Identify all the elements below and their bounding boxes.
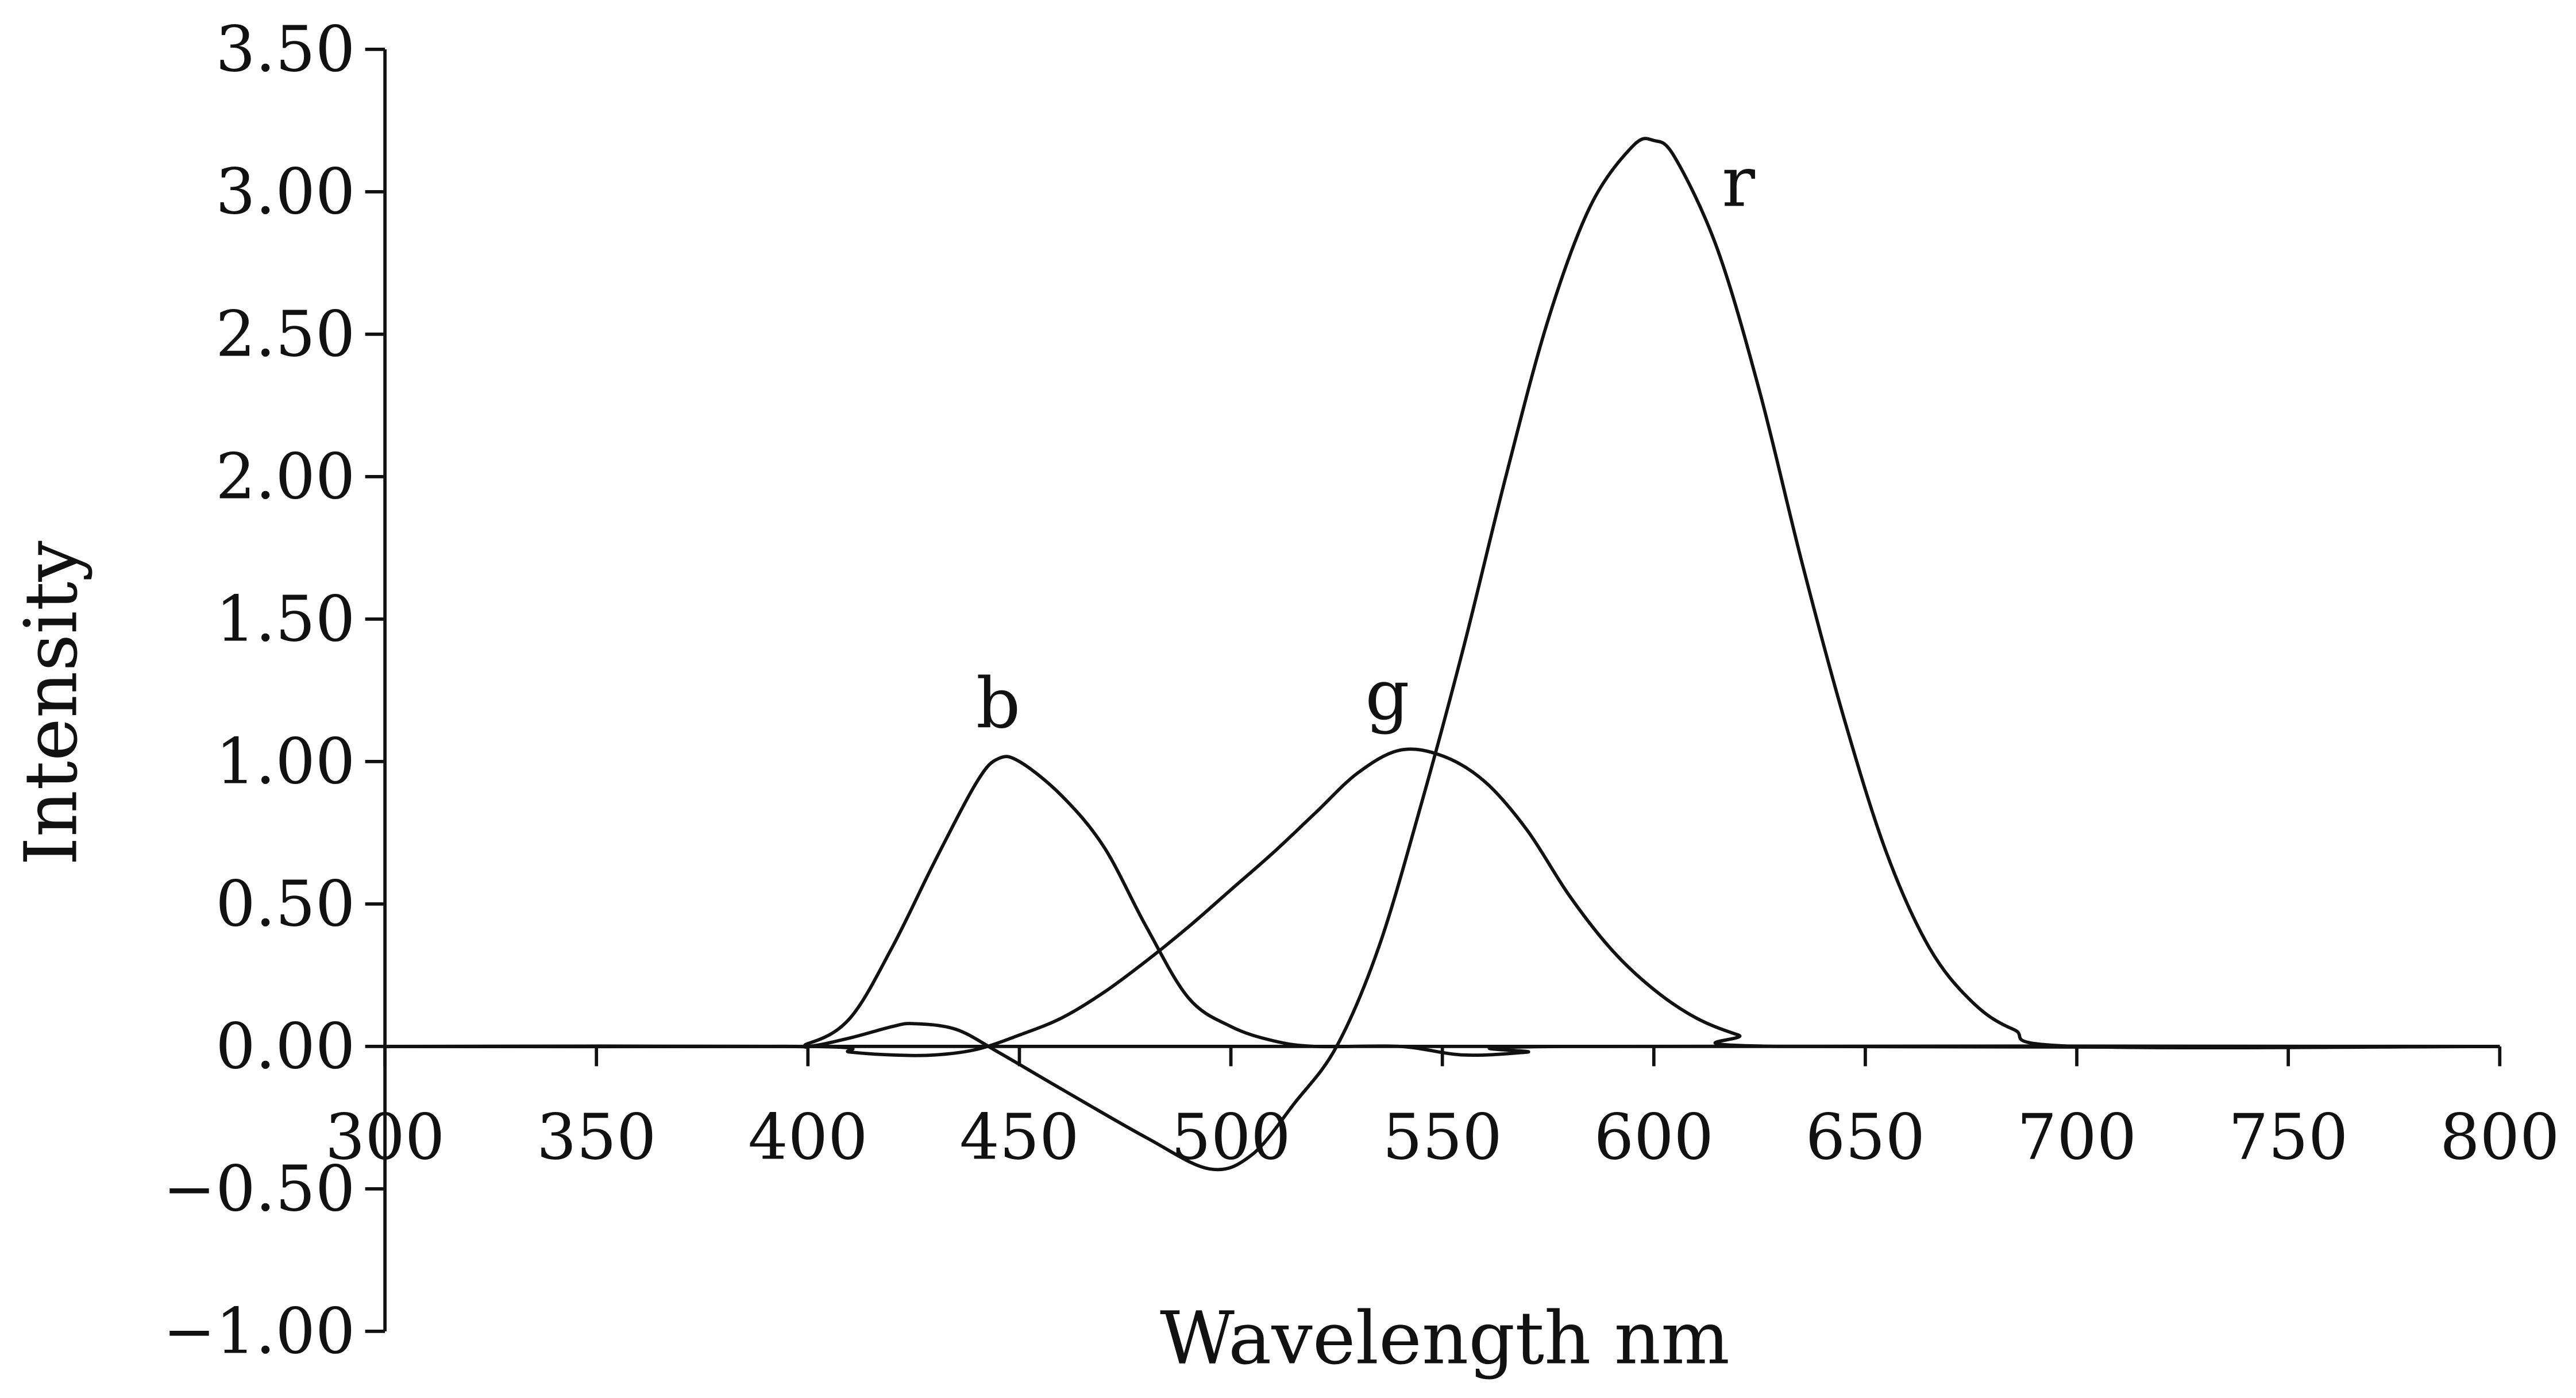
series-label-r: r [1722, 142, 1755, 223]
x-tick-label: 700 [2017, 1100, 2137, 1173]
y-tick-label: −0.50 [163, 1152, 356, 1225]
series-label-b: b [976, 663, 1020, 744]
x-axis-label: Wavelength nm [1160, 1296, 1730, 1381]
y-tick-label: 3.50 [215, 13, 355, 86]
series-line-r [385, 137, 2500, 1172]
y-tick-label: 3.00 [215, 155, 355, 228]
x-tick-label: 750 [2228, 1100, 2348, 1173]
y-tick-label: 0.50 [215, 867, 355, 940]
x-tick-label: 300 [325, 1100, 445, 1173]
series-line-b [385, 755, 2500, 1057]
y-tick-label: 1.50 [215, 582, 355, 655]
series-group: b g r [385, 137, 2500, 1172]
y-tick-label: 1.00 [215, 725, 355, 798]
series-label-g: g [1365, 655, 1409, 736]
y-tick-label: −1.00 [163, 1295, 356, 1368]
y-tick-label: 2.50 [215, 298, 355, 370]
x-tick-label: 600 [1594, 1100, 1714, 1173]
series-line-g [385, 747, 2500, 1057]
x-tick-label: 550 [1382, 1100, 1502, 1173]
x-tick-label: 400 [748, 1100, 867, 1173]
y-tick-label: 2.00 [215, 440, 355, 513]
y-axis-label: Intensity [9, 540, 94, 866]
axes: 3.50 3.00 2.50 2.00 1.50 1.00 0.50 0.00 −0.50 −1.… [163, 13, 2560, 1368]
y-tick-label: 0.00 [215, 1010, 355, 1083]
x-tick-label: 350 [537, 1100, 656, 1173]
x-tick-label: 800 [2440, 1100, 2559, 1173]
x-tick-label: 450 [959, 1100, 1079, 1173]
x-tick-label: 650 [1806, 1100, 1925, 1173]
